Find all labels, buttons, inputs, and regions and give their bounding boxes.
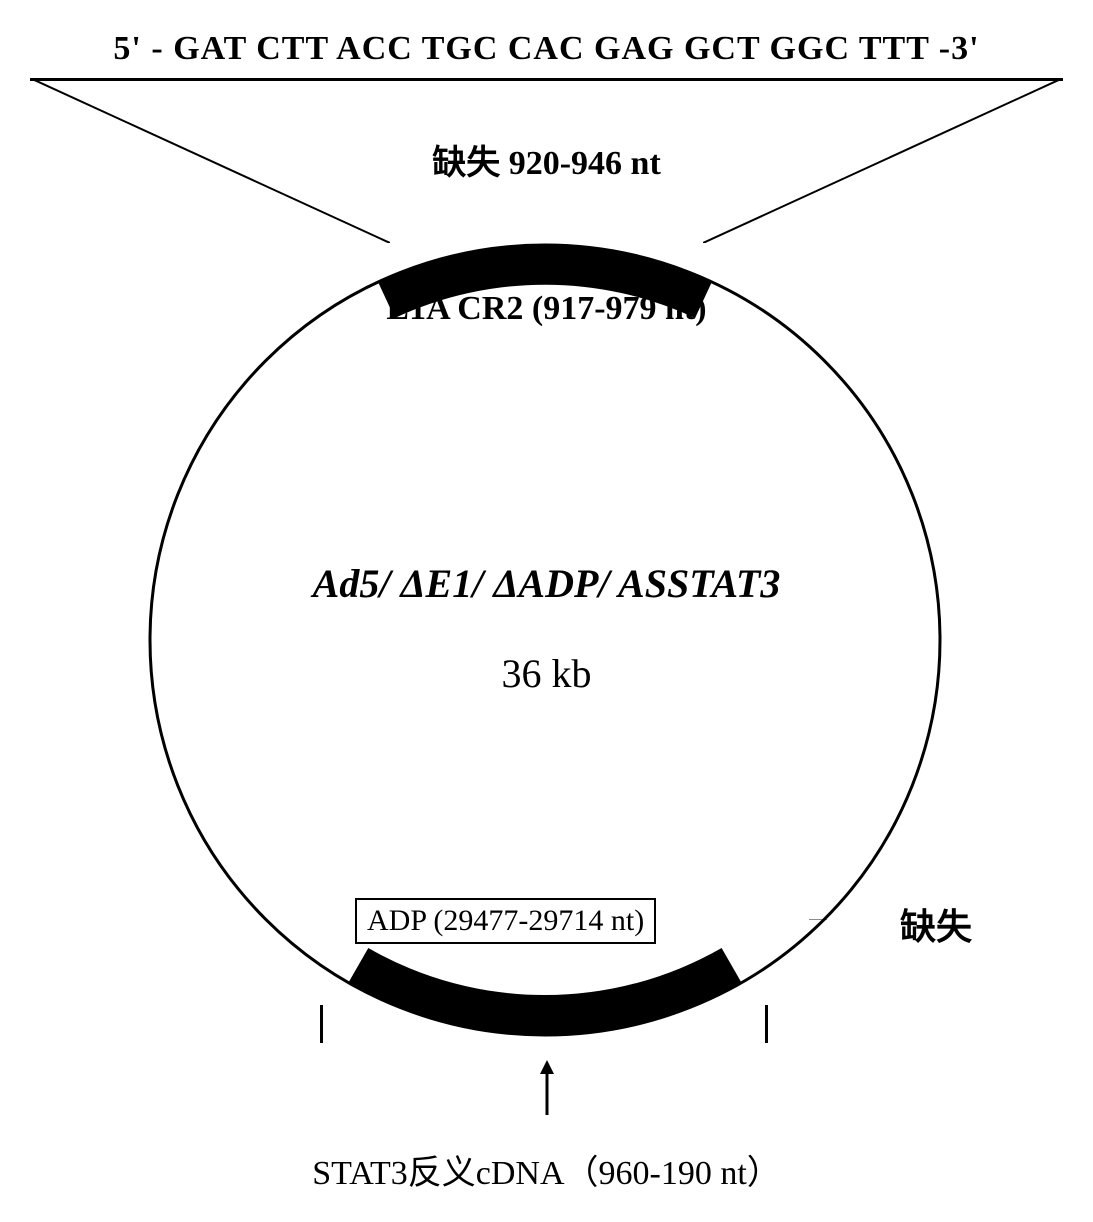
- stat3-arrow-icon: [540, 1060, 554, 1115]
- bottom-tick-right: [765, 1005, 768, 1043]
- plasmid-diagram: 5' - GAT CTT ACC TGC CAC GAG GCT GGC TTT…: [0, 0, 1093, 1222]
- plasmid-name: Ad5/ ΔE1/ ΔADP/ ASSTAT3: [0, 560, 1093, 607]
- bottom-tick-left: [320, 1005, 323, 1043]
- arrow-to-deletion-icon: [758, 918, 878, 921]
- sequence-text: 5' - GAT CTT ACC TGC CAC GAG GCT GGC TTT…: [30, 30, 1063, 68]
- deletion-top-label: 缺失 920-946 nt: [0, 135, 1093, 184]
- stat3-cdna-label: STAT3反义cDNA（960-190 nt）: [0, 1145, 1093, 1194]
- e1a-cr2-label: E1A CR2 (917-979 nt): [0, 290, 1093, 328]
- adp-box: ADP (29477-29714 nt): [355, 898, 656, 944]
- deletion-right-label: 缺失: [900, 898, 972, 950]
- plasmid-size: 36 kb: [0, 650, 1093, 697]
